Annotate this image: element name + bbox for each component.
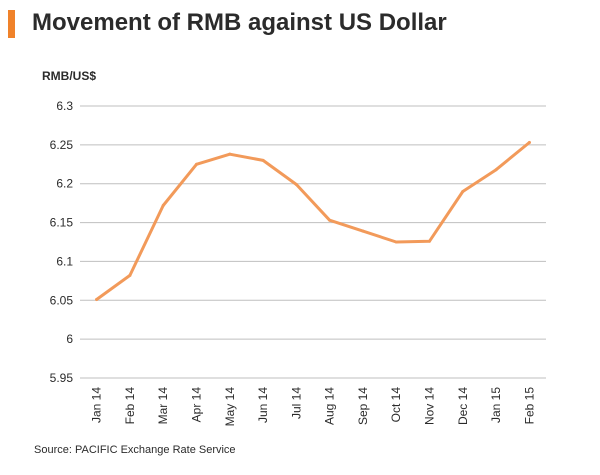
data-point	[261, 158, 265, 162]
title-accent-bar	[8, 10, 15, 38]
y-tick-label: 6.2	[56, 177, 73, 191]
x-tick-label: Oct 14	[389, 387, 403, 423]
x-tick-label: Jul 14	[289, 387, 303, 419]
data-point	[428, 239, 431, 243]
data-point	[195, 162, 198, 166]
data-point	[128, 273, 132, 277]
x-tick-label: Apr 14	[190, 387, 204, 423]
data-point	[294, 182, 298, 186]
x-tick-label: Nov 14	[423, 387, 437, 425]
gridlines	[80, 105, 546, 379]
x-tick-label: Jan 14	[90, 387, 104, 423]
series-rmb-usd	[95, 141, 531, 302]
x-tick-labels: Jan 14 Feb 14 Mar 14 Apr 14 May 14 Jun 14 Jul …	[90, 387, 537, 427]
data-point	[328, 218, 332, 222]
x-tick-label: Jun 14	[256, 387, 270, 423]
x-tick-label: Dec 14	[456, 387, 470, 425]
x-tick-label: Feb 15	[522, 387, 536, 425]
y-tick-label: 5.95	[50, 371, 74, 385]
y-tick-label: 6.25	[50, 138, 74, 152]
x-tick-label: Feb 14	[123, 387, 137, 425]
data-point	[394, 240, 398, 244]
y-tick-label: 6.05	[50, 293, 74, 307]
chart-title: Movement of RMB against US Dollar	[32, 9, 447, 36]
y-tick-label: 6	[66, 332, 73, 346]
data-point	[228, 152, 232, 156]
data-point	[95, 298, 99, 302]
x-tick-label: Aug 14	[323, 387, 337, 425]
x-tick-label: Mar 14	[156, 387, 170, 425]
y-tick-label: 6.3	[56, 99, 73, 113]
data-point	[494, 168, 498, 172]
y-axis-label: RMB/US$	[42, 69, 96, 83]
x-tick-label: Sep 14	[356, 387, 370, 425]
y-tick-label: 6.15	[50, 216, 74, 230]
data-point	[461, 189, 465, 193]
data-point	[361, 229, 365, 233]
series-line	[95, 141, 531, 301]
y-tick-label: 6.1	[56, 254, 73, 268]
x-tick-label: May 14	[223, 387, 237, 427]
source-note: Source: PACIFIC Exchange Rate Service	[34, 444, 236, 456]
y-tick-labels: 6.3 6.25 6.2 6.15 6.1 6.05 6 5.95	[50, 99, 74, 385]
data-point	[527, 141, 531, 145]
x-tick-label: Jan 15	[489, 387, 503, 423]
data-point	[161, 203, 165, 207]
